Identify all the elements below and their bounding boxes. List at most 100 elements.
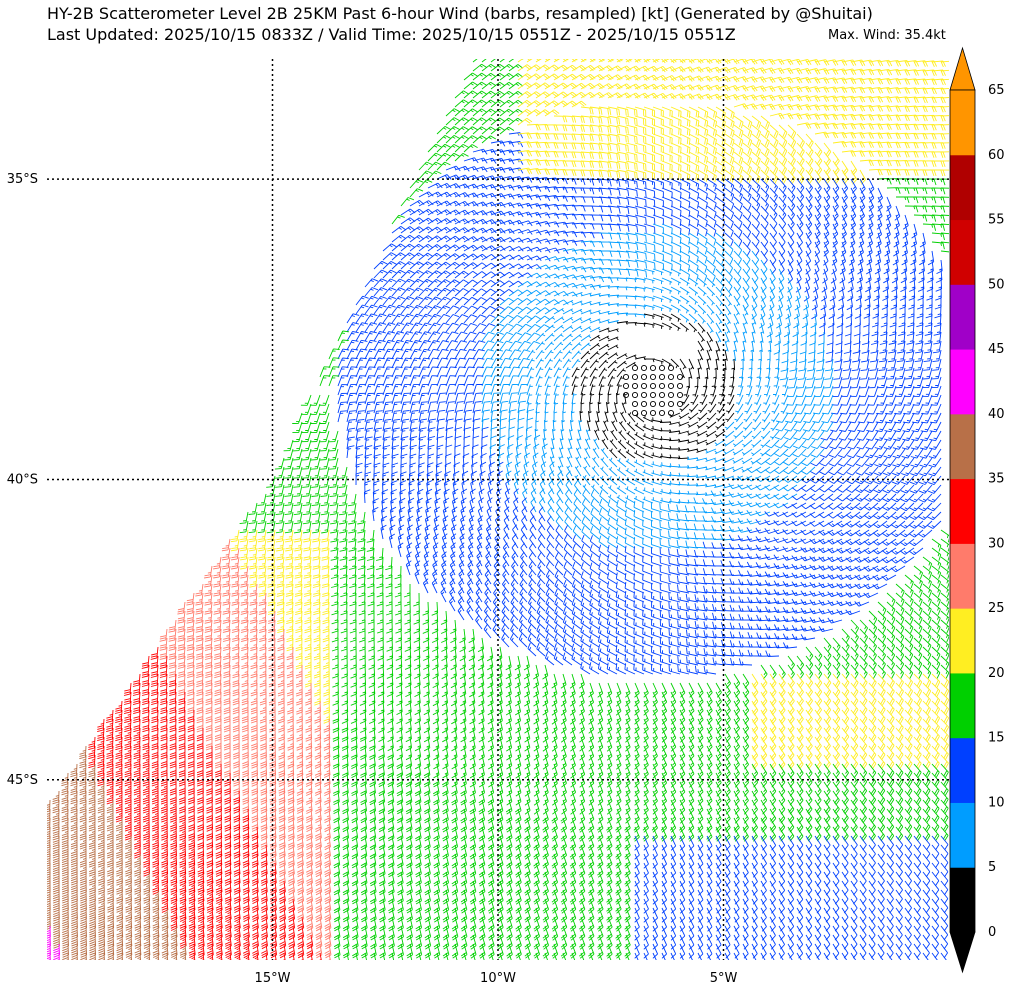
wind-barb [679, 106, 691, 118]
wind-barb [481, 72, 497, 81]
wind-barb [436, 126, 451, 135]
wind-barb [472, 135, 487, 144]
wind-barb [643, 124, 656, 135]
wind-barb [778, 124, 788, 139]
wind-barb [499, 73, 515, 81]
wind-barb [598, 124, 612, 134]
wind-barb [778, 76, 794, 84]
wind-barb [445, 126, 460, 135]
wind-barb [481, 99, 497, 108]
wind-barb [625, 92, 641, 99]
wind-barb [778, 112, 794, 120]
wind-barb [472, 59, 487, 63]
wind-barb [499, 99, 515, 108]
wind-barb [679, 75, 695, 82]
wind-barb [796, 95, 812, 102]
wind-barb [850, 77, 866, 85]
wind-barb [679, 84, 695, 91]
wind-barb [463, 99, 479, 108]
wind-barb [652, 92, 668, 100]
wind-barb [697, 133, 709, 146]
wind-barb [778, 85, 794, 93]
wind-barb [616, 65, 632, 72]
wind-barb [454, 90, 470, 99]
wind-barb [940, 133, 949, 135]
wind-barb [616, 106, 629, 116]
wind-barb [742, 124, 753, 138]
wind-barb [598, 106, 612, 116]
wind-barb [940, 69, 949, 72]
wind-barb [670, 93, 686, 100]
wind-barb [832, 104, 848, 112]
wind-barb [508, 117, 524, 126]
wind-barb [463, 81, 479, 90]
wind-barb [769, 94, 785, 102]
wind-barb [517, 117, 533, 126]
wind-barb [769, 76, 785, 84]
wind-barb [697, 106, 709, 119]
wind-barb [652, 133, 664, 145]
wind-barb [589, 59, 605, 63]
wind-barb [841, 68, 857, 76]
wind-barb [481, 63, 497, 72]
wind-barb [679, 124, 691, 136]
wind-barb [769, 59, 785, 66]
wind-barb [751, 115, 762, 129]
wind-barb [796, 59, 812, 66]
wind-barb [481, 135, 497, 144]
wind-barb [787, 59, 803, 66]
wind-barb [598, 74, 614, 81]
wind-barb [625, 59, 641, 63]
wind-barb [499, 126, 515, 135]
wind-barb [598, 92, 614, 99]
wind-barb [463, 108, 479, 117]
wind-barb [643, 133, 656, 144]
wind-barb [661, 75, 677, 82]
wind-barb [706, 133, 717, 146]
wind-barb [814, 59, 830, 66]
wind-barb [589, 106, 603, 115]
wind-barb [778, 59, 794, 66]
wind-barb [607, 133, 621, 143]
wind-barb [823, 122, 839, 130]
wind-barb [706, 115, 718, 128]
wind-barb [598, 133, 612, 142]
wind-barb [823, 104, 839, 112]
wind-barb [823, 77, 839, 84]
wind-barb [499, 59, 515, 63]
wind-barb [841, 77, 857, 85]
wind-barb [436, 135, 451, 144]
wind-barb [661, 93, 677, 100]
wind-barb [940, 115, 949, 117]
wind-barb [823, 95, 839, 103]
wind-barb [832, 77, 848, 85]
wind-barb [454, 135, 469, 144]
wind-barb [940, 124, 949, 126]
wind-barb [823, 59, 839, 66]
wind-barb [679, 66, 695, 73]
wind-barb [652, 74, 668, 82]
wind-barb [634, 106, 647, 117]
wind-barb [607, 83, 623, 90]
wind-barb [751, 103, 767, 111]
wind-barb [634, 59, 650, 63]
wind-barb [472, 108, 488, 117]
wind-barb [940, 87, 949, 90]
wind-barb [805, 59, 821, 66]
wind-barb [472, 72, 488, 81]
wind-barb [454, 108, 469, 117]
wind-barb [463, 126, 478, 135]
wind-barb [787, 67, 803, 75]
wind-barb [643, 106, 655, 117]
wind-barb [832, 86, 848, 94]
wind-barb [805, 77, 821, 84]
wind-barb [517, 109, 533, 117]
wind-barb [454, 99, 469, 108]
wind-barb [454, 126, 469, 135]
wind-barb [688, 106, 700, 119]
wind-barb [598, 115, 612, 125]
wind-barb [481, 81, 497, 90]
wind-barb [823, 68, 839, 75]
wind-barb [481, 126, 497, 135]
